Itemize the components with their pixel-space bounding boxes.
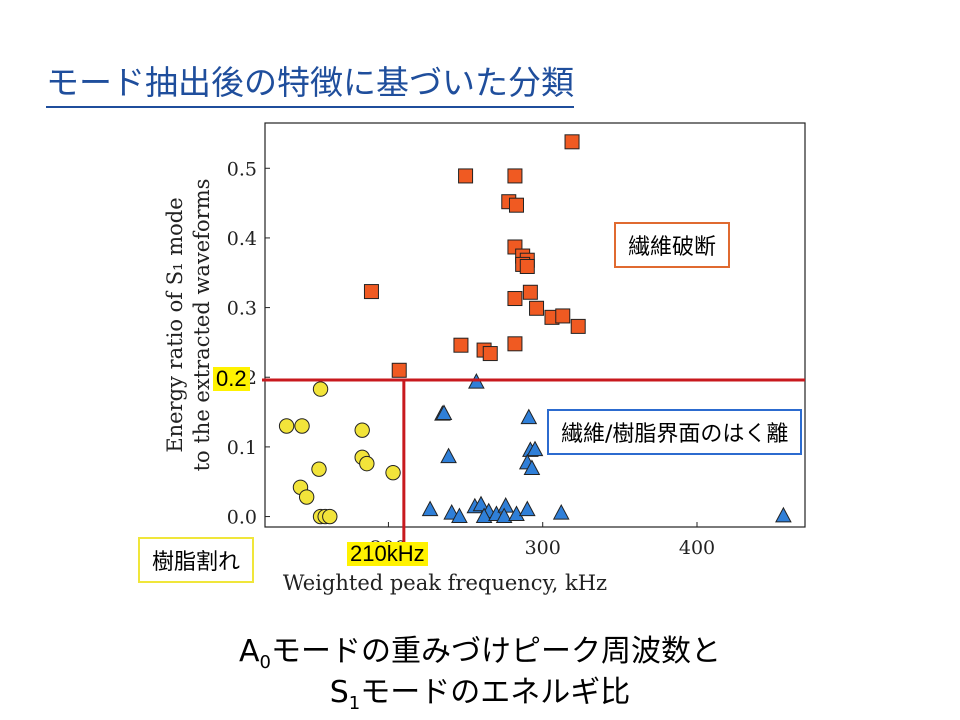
caption-2-pre: S [329, 675, 349, 710]
resin-crack-point [278, 418, 295, 434]
resin-crack-point [311, 461, 327, 477]
fiber-break-label: 繊維破断 [614, 222, 731, 268]
interface-debond-point [518, 500, 536, 517]
slide-title: モード抽出後の特徴に基づいた分類 [46, 56, 574, 108]
interface-debond-label: 繊維/樹脂界面のはく離 [547, 409, 803, 455]
fiber-break-point [363, 284, 379, 300]
resin-crack-point [359, 455, 375, 472]
caption-2-sub: 1 [348, 693, 361, 714]
threshold-lines [262, 378, 805, 545]
fiber-break-point [522, 284, 538, 300]
fiber-break-point [507, 336, 523, 352]
x-tick-label: 400 [679, 537, 715, 559]
interface-debond-point [475, 507, 493, 524]
threshold-y-label: 0.2 [213, 367, 250, 391]
fiber-break-point [507, 291, 523, 307]
interface-debond-point [421, 500, 439, 517]
y-axis-label-line-1: Energy ratio of S₁ mode [163, 197, 187, 452]
interface-debond-point [435, 404, 453, 420]
caption-1-sub: 0 [259, 652, 271, 673]
resin-crack-point [294, 418, 310, 434]
y-tick-label: 0.0 [227, 507, 257, 529]
interface-debond-point [451, 507, 468, 524]
caption-1-post: モードの重みづけピーク周波数と [270, 634, 721, 669]
fiber-break-point [453, 337, 469, 353]
y-tick-label: 0.5 [227, 158, 257, 180]
caption-line-1: A0モードの重みづけピーク周波数と [0, 626, 960, 673]
interface-debond-point [523, 459, 541, 475]
fiber-break-point [507, 168, 523, 184]
resin-crack-point [322, 508, 338, 525]
fiber-break-point [508, 197, 524, 213]
x-tick-label: 300 [525, 537, 561, 559]
interface-debond-point [440, 447, 457, 464]
y-axis-label-line-2: to the extracted waveforms [190, 179, 214, 472]
resin-crack-point [312, 381, 329, 397]
threshold-x-label: 210kHz [347, 542, 428, 566]
interface-debond-point [508, 505, 525, 521]
resin-crack-point [298, 489, 315, 505]
plot-frame [264, 122, 806, 528]
fiber-break-point [570, 318, 586, 334]
fiber-break-point [519, 258, 535, 274]
fiber-break-point [482, 346, 498, 362]
fiber-break-point [555, 308, 571, 324]
resin-crack-point [354, 422, 370, 438]
resin-crack-point [385, 464, 401, 481]
interface-debond-point [472, 495, 490, 512]
y-tick-label: 0.1 [227, 437, 257, 459]
caption-2-post: モードのエネルギ比 [360, 675, 631, 710]
interface-debond-point [495, 507, 513, 524]
interface-debond-point [775, 506, 792, 523]
resin-crack-label: 樹脂割れ [138, 537, 255, 583]
fiber-break-point [564, 134, 580, 150]
interface-debond-point [497, 497, 515, 513]
chart-marks [278, 134, 792, 525]
fiber-break-point [391, 362, 407, 378]
y-tick-label: 0.4 [227, 228, 257, 250]
caption-line-2: S1モードのエネルギ比 [0, 667, 960, 714]
fiber-break-point [458, 168, 474, 184]
fiber-break-point [529, 300, 545, 316]
y-tick-label: 0.3 [227, 298, 257, 320]
interface-debond-point [520, 408, 538, 425]
caption-1-pre: A [239, 634, 260, 669]
interface-debond-point [552, 504, 570, 520]
x-axis-label: Weighted peak frequency, kHz [283, 571, 607, 595]
interface-debond-point [526, 440, 544, 457]
